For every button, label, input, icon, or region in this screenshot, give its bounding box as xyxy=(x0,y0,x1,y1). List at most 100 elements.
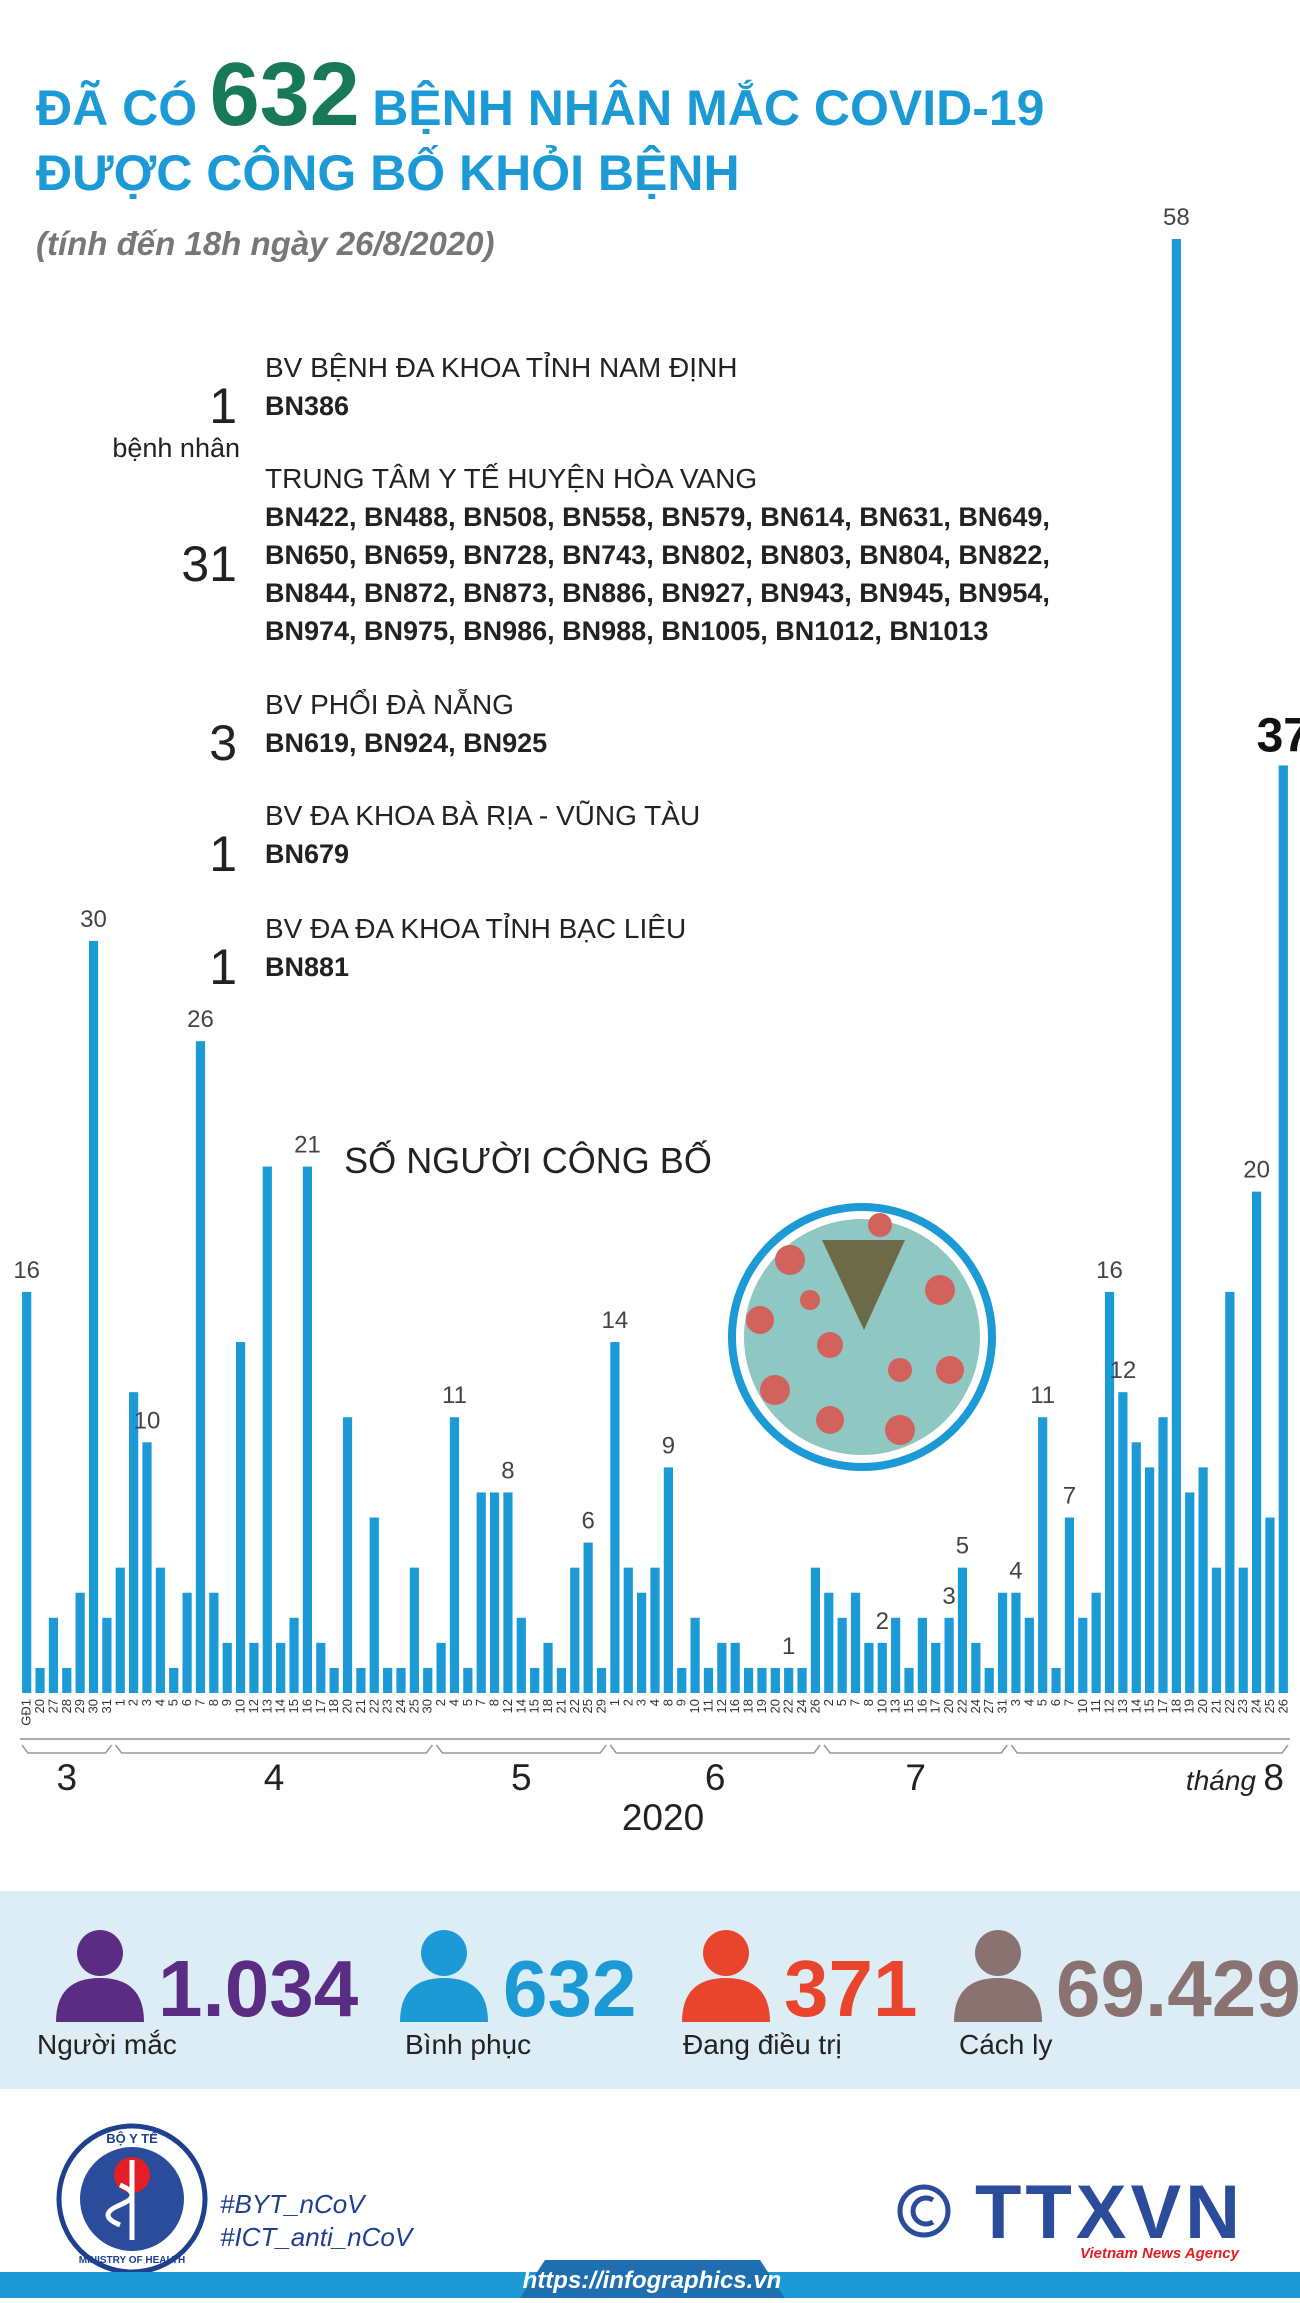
x-tick-label: 17 xyxy=(1155,1699,1170,1713)
bar xyxy=(1198,1467,1208,1693)
bar xyxy=(22,1291,32,1693)
hospital-name: BV BỆNH ĐA KHOA TỈNH NAM ĐỊNH xyxy=(265,351,737,383)
x-tick-label: 2 xyxy=(126,1699,141,1706)
group-bracket xyxy=(609,1744,821,1754)
bar xyxy=(824,1592,834,1693)
data-label: 16 xyxy=(13,1257,40,1284)
x-tick-label: 14 xyxy=(1128,1699,1143,1713)
patient-list: BN619, BN924, BN925 xyxy=(265,728,547,758)
hospital-name: BV ĐA ĐA KHOA TỈNH BẠC LIÊU xyxy=(265,912,686,944)
bar xyxy=(195,1041,206,1693)
logo-bottom: MINISTRY OF HEALTH xyxy=(79,2255,185,2266)
stat-label: Bình phục xyxy=(405,2029,531,2060)
stat-label: Cách ly xyxy=(959,2029,1052,2060)
x-tick-label: 22 xyxy=(954,1699,969,1713)
x-tick-label: 7 xyxy=(848,1699,863,1706)
x-tick-label: 20 xyxy=(1195,1699,1210,1713)
bar xyxy=(717,1642,727,1693)
x-tick-label: 5 xyxy=(166,1699,181,1706)
bar xyxy=(383,1667,393,1693)
stat-value: 632 xyxy=(503,1944,636,2033)
logo-top: BỘ Y TẾ xyxy=(106,2131,158,2146)
bar xyxy=(342,1417,353,1693)
bar xyxy=(690,1617,700,1693)
bar xyxy=(463,1667,473,1693)
group-label: 6 xyxy=(705,1757,726,1798)
hospital-unit: bệnh nhân xyxy=(112,433,240,463)
patient-list: BN844, BN872, BN873, BN886, BN927, BN943… xyxy=(265,578,1050,608)
bar xyxy=(449,1417,460,1693)
data-label: 21 xyxy=(294,1132,321,1159)
bar xyxy=(944,1617,954,1693)
bar xyxy=(169,1667,179,1693)
bar xyxy=(516,1617,526,1693)
data-label: 16 xyxy=(1096,1257,1123,1284)
title-line2: ĐƯỢC CÔNG BỐ KHỎI BỆNH xyxy=(36,144,740,201)
x-tick-label: 13 xyxy=(888,1699,903,1713)
x-tick-label: 10 xyxy=(233,1699,248,1713)
bar xyxy=(476,1492,486,1693)
bar xyxy=(262,1166,272,1693)
x-tick-label: 31 xyxy=(995,1699,1010,1713)
x-tick-label: 1 xyxy=(112,1699,127,1706)
bar xyxy=(62,1667,72,1693)
data-label: 30 xyxy=(80,906,107,933)
x-tick-label: 26 xyxy=(1275,1699,1290,1713)
virus-image xyxy=(728,1203,996,1471)
x-tick-label: GĐ1 xyxy=(19,1699,34,1726)
data-label: 5 xyxy=(956,1533,969,1560)
bar xyxy=(530,1667,540,1693)
bar xyxy=(1278,765,1288,1693)
bar xyxy=(289,1617,299,1693)
bar xyxy=(182,1592,192,1693)
x-tick-label: 17 xyxy=(928,1699,943,1713)
data-label: 2 xyxy=(876,1608,889,1635)
bar xyxy=(423,1667,433,1693)
x-tick-label: 18 xyxy=(741,1699,756,1713)
bar xyxy=(1265,1517,1275,1693)
x-tick-label: 25 xyxy=(1262,1699,1277,1713)
bar xyxy=(1051,1667,1061,1693)
bar xyxy=(75,1592,85,1693)
bar xyxy=(757,1667,767,1693)
bar xyxy=(596,1667,607,1693)
x-tick-label: 1 xyxy=(607,1699,622,1706)
agency-sub: Vietnam News Agency xyxy=(1080,2245,1240,2262)
bar xyxy=(102,1617,112,1693)
bar xyxy=(503,1492,513,1693)
x-tick-label: 22 xyxy=(366,1699,381,1713)
x-tick-label: 16 xyxy=(299,1699,314,1713)
x-tick-label: 22 xyxy=(567,1699,582,1713)
x-tick-label: 7 xyxy=(1061,1699,1076,1706)
x-tick-label: 13 xyxy=(1115,1699,1130,1713)
x-tick-label: 8 xyxy=(487,1699,502,1706)
icon-head xyxy=(975,1930,1021,1976)
data-label: 3 xyxy=(942,1583,955,1610)
bar xyxy=(891,1617,901,1693)
data-label: 37 xyxy=(1257,709,1300,762)
x-tick-label: 28 xyxy=(59,1699,74,1713)
bar xyxy=(610,1342,620,1693)
bar xyxy=(129,1392,139,1693)
x-tick-label: 30 xyxy=(420,1699,435,1713)
x-tick-label: 10 xyxy=(1075,1699,1090,1713)
x-tick-label: 27 xyxy=(981,1699,996,1713)
bar xyxy=(329,1667,339,1693)
data-label: 9 xyxy=(662,1432,675,1459)
data-label: 11 xyxy=(1030,1382,1055,1409)
x-tick-label: 25 xyxy=(406,1699,421,1713)
bar xyxy=(155,1567,165,1693)
person-icon xyxy=(400,1930,488,2022)
bar xyxy=(997,1592,1008,1693)
bar xyxy=(1211,1567,1222,1693)
x-tick-label: 6 xyxy=(179,1699,194,1706)
patient-list: BN386 xyxy=(265,391,349,421)
hospital-count: 1 xyxy=(209,826,237,882)
bar xyxy=(583,1542,593,1693)
group-label: 8 xyxy=(1263,1757,1284,1798)
x-tick-label: 10 xyxy=(687,1699,702,1713)
data-label: 8 xyxy=(501,1457,514,1484)
data-label: 11 xyxy=(442,1382,467,1409)
